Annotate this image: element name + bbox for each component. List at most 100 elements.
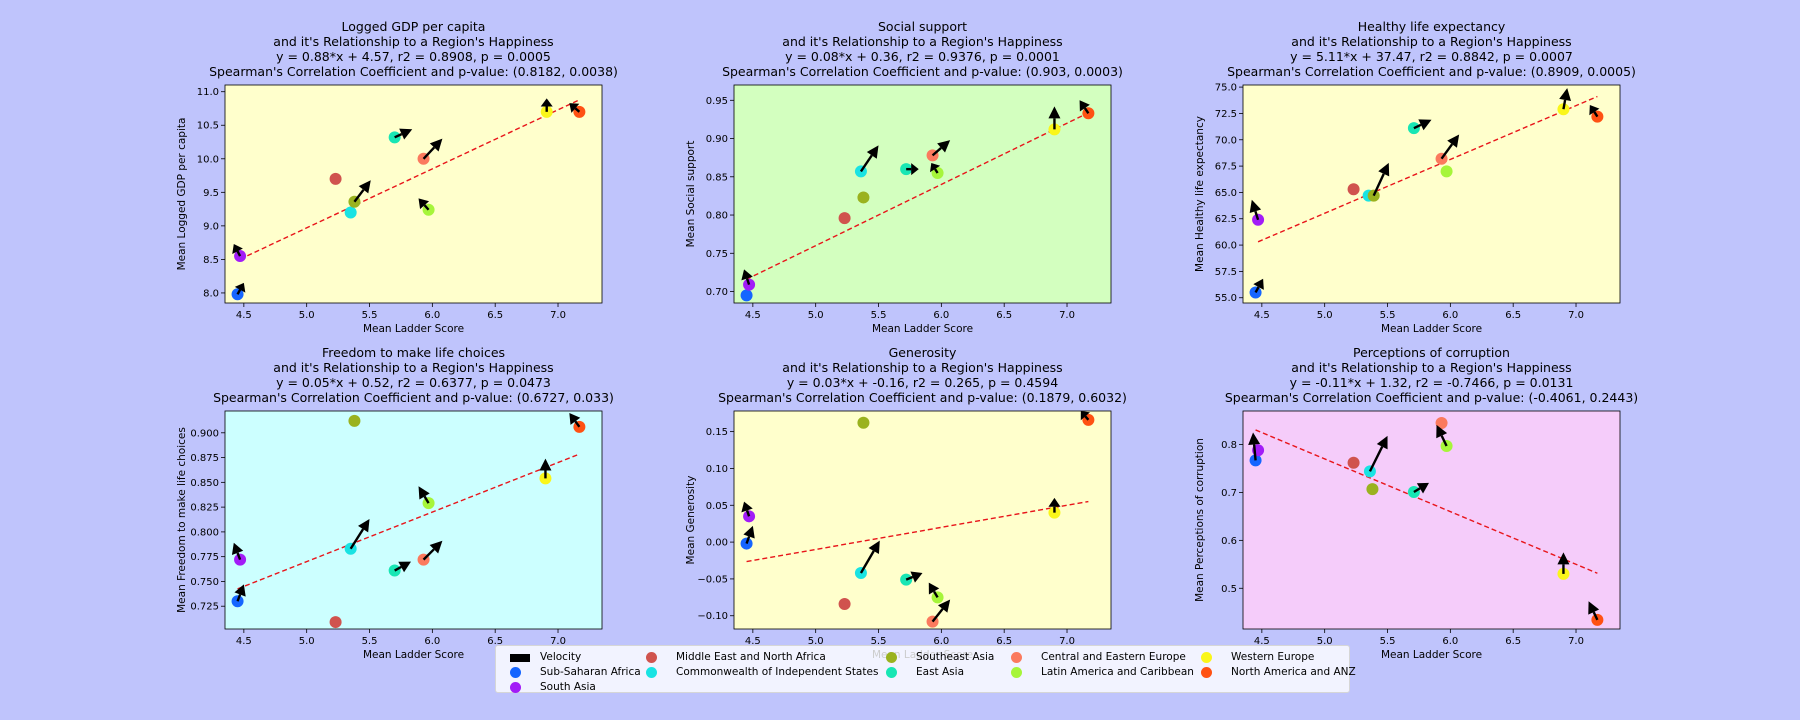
chart-title-line-1: Perceptions of corruption: [1353, 345, 1510, 360]
x-axis-label: Mean Ladder Score: [363, 323, 464, 335]
velocity-arrow-shaft: [1592, 611, 1599, 621]
plot-frame: [1242, 84, 1621, 304]
y-tick-label: 0.775: [190, 552, 219, 563]
velocity-arrow-shaft: [1254, 210, 1260, 221]
y-tick-label: 9.0: [203, 221, 219, 232]
y-axis-label: Mean Healthy life expectancy: [1194, 116, 1206, 272]
chart-title-line-1: Social support: [878, 19, 967, 34]
x-tick-label: 6.0: [424, 636, 440, 647]
velocity-arrow-shaft: [1252, 444, 1257, 461]
velocity-arrow-shaft: [423, 204, 430, 211]
data-point-south-asia: [234, 250, 247, 263]
chart-title-line-2: and it's Relationship to a Region's Happ…: [273, 34, 553, 49]
data-point-southeast-asia: [857, 416, 870, 429]
velocity-arrow-shaft: [1372, 173, 1385, 197]
chart-title-line-3: y = 0.03*x + -0.16, r2 = 0.265, p = 0.45…: [787, 375, 1058, 390]
y-tick-label: 0.900: [190, 428, 219, 439]
y-tick-label: 65.0: [1215, 188, 1237, 199]
y-tick-label: 10.0: [197, 154, 219, 165]
x-tick-label: 5.0: [808, 636, 824, 647]
data-point-central-and-eastern-europe: [1435, 416, 1448, 429]
velocity-arrow-head: [234, 282, 246, 293]
plot-frame: [224, 84, 603, 304]
velocity-arrow-head: [540, 98, 553, 107]
legend-label: Southeast Asia: [916, 651, 995, 663]
velocity-arrow-shaft: [1440, 435, 1448, 447]
velocity-arrow-head: [937, 599, 951, 613]
x-tick-label: 7.0: [1059, 310, 1075, 321]
y-tick-label: 0.05: [706, 501, 728, 512]
y-tick-label: 0.70: [706, 287, 728, 298]
y-tick-label: 67.5: [1215, 162, 1237, 173]
velocity-arrow-head: [1418, 119, 1432, 131]
velocity-arrow-shaft: [1593, 111, 1599, 118]
y-tick-label: 0.725: [190, 602, 219, 613]
velocity-arrow-head: [232, 243, 243, 254]
velocity-arrow-shaft: [931, 608, 944, 623]
y-axis-label: Mean Logged GDP per capita: [176, 118, 188, 271]
x-tick-label: 4.5: [236, 310, 252, 321]
y-tick-label: 0.850: [190, 478, 219, 489]
chart-title-line-3: y = 0.08*x + 0.36, r2 = 0.9376, p = 0.00…: [785, 49, 1060, 64]
chart-title-line-2: and it's Relationship to a Region's Happ…: [782, 360, 1062, 375]
velocity-arrow-shaft: [236, 289, 242, 295]
legend-label: North America and ANZ: [1231, 666, 1356, 678]
plot-area: [1243, 85, 1620, 303]
y-tick-label: 0.85: [706, 172, 728, 183]
x-tick-label: 7.0: [1568, 310, 1584, 321]
chart-title-line-4: Spearman's Correlation Coefficient and p…: [1225, 390, 1638, 405]
x-tick-label: 5.5: [1380, 310, 1396, 321]
y-tick-label: 0.5: [1221, 584, 1237, 595]
velocity-arrow-shaft: [931, 147, 942, 157]
legend-label: East Asia: [916, 666, 964, 678]
velocity-arrow-head: [398, 561, 411, 573]
chart-title-line-1: Logged GDP per capita: [342, 19, 486, 34]
plot-frame: [1242, 410, 1621, 630]
trend-line: [1255, 429, 1598, 574]
velocity-arrow-head: [358, 180, 371, 194]
x-tick-label: 7.0: [550, 636, 566, 647]
legend-marker: [1201, 652, 1212, 663]
x-tick-label: 5.0: [1317, 310, 1333, 321]
x-tick-label: 6.5: [487, 310, 503, 321]
velocity-arrow-shaft: [1083, 107, 1090, 114]
x-tick-label: 4.5: [745, 636, 761, 647]
chart-title-line-1: Freedom to make life choices: [322, 345, 505, 360]
chart-title-line-2: and it's Relationship to a Region's Happ…: [782, 34, 1062, 49]
velocity-arrow-head: [1249, 199, 1262, 214]
velocity-arrow-head: [1416, 482, 1429, 494]
trend-line: [239, 99, 580, 260]
x-tick-label: 6.0: [424, 310, 440, 321]
velocity-arrow-head: [741, 501, 753, 513]
velocity-arrow-shaft: [745, 510, 751, 517]
x-tick-label: 6.0: [933, 636, 949, 647]
y-tick-label: −0.10: [697, 611, 728, 622]
data-point-middle-east-and-north-africa: [329, 172, 342, 185]
velocity-arrow-head: [1048, 497, 1061, 507]
chart-title-line-2: and it's Relationship to a Region's Happ…: [1291, 34, 1571, 49]
x-tick-label: 6.5: [1505, 636, 1521, 647]
x-tick-label: 5.0: [1317, 636, 1333, 647]
velocity-arrow-shaft: [236, 594, 242, 602]
x-tick-label: 6.5: [487, 636, 503, 647]
y-tick-label: 60.0: [1215, 241, 1237, 252]
x-tick-label: 4.5: [1254, 310, 1270, 321]
y-tick-label: 62.5: [1215, 214, 1237, 225]
velocity-arrow-head: [929, 163, 941, 173]
legend-label: Latin America and Caribbean: [1041, 666, 1194, 678]
velocity-arrow-head: [1589, 105, 1600, 116]
legend-marker: [1201, 667, 1212, 678]
x-tick-label: 6.5: [996, 310, 1012, 321]
y-tick-label: 75.0: [1215, 83, 1237, 94]
data-point-southeast-asia: [348, 414, 361, 427]
plot-area: [225, 85, 602, 303]
velocity-arrow-head: [418, 198, 430, 210]
plot-frame: [733, 84, 1112, 304]
x-tick-label: 4.5: [236, 636, 252, 647]
velocity-arrow-shaft: [1440, 143, 1454, 160]
velocity-arrow-head: [1248, 432, 1261, 446]
chart-title-line-2: and it's Relationship to a Region's Happ…: [1291, 360, 1571, 375]
legend-label: South Asia: [540, 681, 596, 693]
